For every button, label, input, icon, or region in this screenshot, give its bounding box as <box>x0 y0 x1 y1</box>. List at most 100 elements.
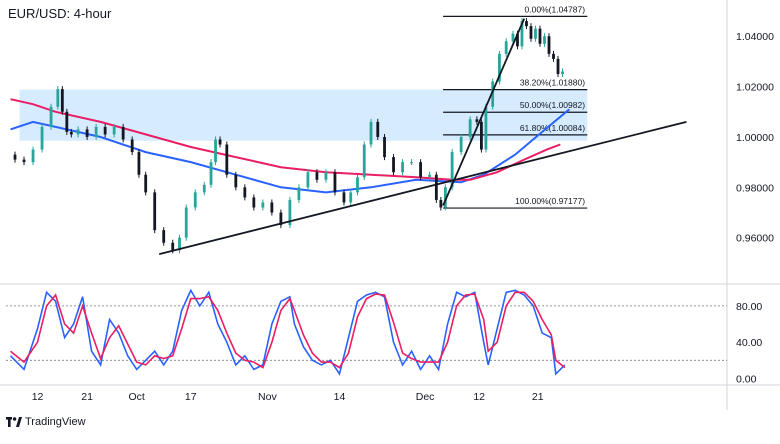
candle-body <box>202 184 206 193</box>
candle-body <box>315 172 319 180</box>
moving-average-blue-line <box>10 108 570 194</box>
candle-body <box>306 172 310 188</box>
candle-body <box>22 159 26 163</box>
price-tick-label: 0.98000 <box>736 182 774 194</box>
candle-body <box>49 106 53 127</box>
fib-level-label: 61.80%(1.00084) <box>520 123 585 133</box>
candle-body <box>534 28 537 39</box>
candle-body <box>356 177 359 193</box>
time-tick-label: 21 <box>81 391 93 403</box>
candle-body <box>40 126 44 150</box>
candle-body <box>234 174 238 188</box>
candle-body <box>434 174 438 200</box>
candle-body <box>484 106 488 150</box>
fib-level-label: 50.00%(1.00982) <box>520 100 585 110</box>
candle-body <box>520 21 524 47</box>
candle-body <box>468 119 472 137</box>
candle-body <box>324 172 328 180</box>
candle-body <box>392 157 395 173</box>
candle-body <box>130 139 134 153</box>
price-tick-label: 0.96000 <box>736 233 774 245</box>
candle-body <box>516 33 519 47</box>
time-tick-label: 21 <box>532 391 544 403</box>
candle-body <box>475 119 479 122</box>
candle-body <box>498 53 501 82</box>
candle-body <box>214 139 217 163</box>
candle-body <box>561 71 564 74</box>
candle-body <box>410 162 413 164</box>
fib-level-label: 0.00%(1.04787) <box>525 4 586 14</box>
candle-body <box>137 152 141 175</box>
candle-body <box>459 136 463 153</box>
candle-body <box>443 187 447 208</box>
price-tick-label: 1.04000 <box>736 31 774 43</box>
chart-title: EUR/USD: 4-hour <box>8 6 112 21</box>
candle-body <box>439 199 443 208</box>
candle-body <box>261 202 265 208</box>
time-tick-label: Oct <box>129 391 145 403</box>
candle-body <box>76 129 80 135</box>
candle-body <box>538 28 542 44</box>
candle-body <box>556 58 560 74</box>
candle-body <box>529 26 533 39</box>
candle-body <box>225 144 229 175</box>
candle-body <box>297 187 301 200</box>
candle-body <box>65 111 69 132</box>
candle-body <box>270 202 274 213</box>
price-tick-label: 1.00000 <box>736 132 774 144</box>
candle-body <box>184 207 188 238</box>
candle-body <box>193 192 197 208</box>
candle-body <box>511 33 515 42</box>
tradingview-logo: TradingView <box>6 416 86 428</box>
tradingview-icon <box>6 417 22 427</box>
stochastic-tick-label: 0.00 <box>736 373 757 385</box>
candle-body <box>13 154 17 160</box>
tradingview-logo-text: TradingView <box>25 416 86 428</box>
time-tick-label: 17 <box>185 391 197 403</box>
candle-body <box>60 89 64 112</box>
candle-body <box>103 126 107 135</box>
candle-body <box>85 129 89 137</box>
fib-level-label: 38.20%(1.01880) <box>520 78 585 88</box>
candle-body <box>209 162 213 185</box>
fib-level-label: 100.00%(0.97177) <box>515 196 585 206</box>
candle-body <box>178 237 181 251</box>
candle-body <box>547 36 551 54</box>
candle-body <box>342 192 346 203</box>
trendline <box>158 120 687 255</box>
time-tick-label: Dec <box>416 391 435 403</box>
candle-body <box>94 126 98 137</box>
candle-body <box>491 81 495 107</box>
stochastic-tick-label: 80.00 <box>736 301 762 313</box>
candle-body <box>69 131 73 135</box>
candle-body <box>504 41 508 54</box>
price-tick-label: 1.02000 <box>736 82 774 94</box>
candle-body <box>56 89 60 107</box>
stochastic-tick-label: 40.00 <box>736 337 762 349</box>
candle-body <box>153 192 157 231</box>
candle-body <box>401 162 404 173</box>
candle-body <box>376 121 380 137</box>
stochastic-k-line <box>9 288 566 376</box>
candle-body <box>218 139 222 145</box>
time-tick-label: 12 <box>473 391 485 403</box>
candle-body <box>552 53 555 59</box>
candle-body <box>450 152 454 188</box>
candle-body <box>144 174 148 193</box>
candle-body <box>362 144 366 178</box>
candle-body <box>333 172 337 193</box>
candle-body <box>480 121 483 150</box>
candle-body <box>288 199 292 226</box>
candle-body <box>349 192 353 203</box>
time-tick-label: Nov <box>258 391 277 403</box>
candle-body <box>419 162 422 178</box>
candle-body <box>162 230 166 243</box>
candle-body <box>121 126 125 140</box>
time-tick-label: 12 <box>32 391 44 403</box>
candle-body <box>383 136 386 158</box>
candle-body <box>525 21 528 27</box>
candle-body <box>369 121 373 145</box>
stochastic-d-line <box>9 291 566 369</box>
